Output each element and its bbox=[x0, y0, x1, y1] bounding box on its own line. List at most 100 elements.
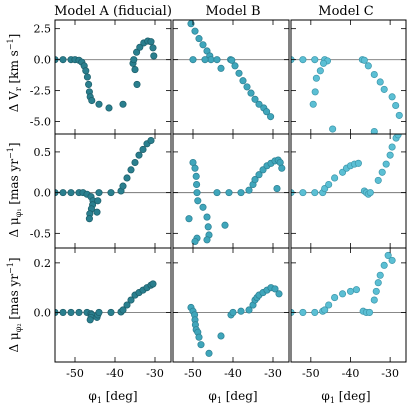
data-point bbox=[93, 208, 101, 216]
y-tick-label: 0.0 bbox=[34, 54, 52, 67]
data-point bbox=[95, 100, 103, 108]
y-tick-label: 0.0 bbox=[34, 187, 52, 200]
x-tick-label: -50 bbox=[66, 367, 84, 380]
data-point bbox=[325, 301, 333, 309]
data-point bbox=[380, 85, 388, 93]
panel-vr-model-c bbox=[290, 19, 407, 135]
data-point bbox=[386, 151, 394, 159]
data-point bbox=[364, 62, 372, 70]
data-point bbox=[195, 35, 203, 43]
data-point bbox=[395, 111, 403, 119]
data-point bbox=[82, 67, 90, 75]
y-tick-label: -5.0 bbox=[30, 116, 51, 129]
data-point bbox=[85, 215, 93, 223]
data-point bbox=[311, 88, 319, 96]
data-point bbox=[338, 290, 347, 298]
data-point bbox=[59, 189, 67, 197]
data-point bbox=[311, 189, 319, 197]
data-point bbox=[131, 158, 139, 167]
data-point bbox=[229, 308, 237, 316]
data-point bbox=[267, 113, 275, 121]
data-point bbox=[374, 176, 382, 184]
data-point bbox=[325, 180, 333, 189]
y-tick-label: 0.0 bbox=[34, 306, 52, 319]
panel-vr-model-a: 2.5 0.0 -2.5 -5.0 bbox=[30, 19, 172, 135]
data-point bbox=[372, 287, 380, 295]
data-point bbox=[388, 93, 396, 101]
data-point bbox=[380, 261, 388, 269]
data-point bbox=[191, 164, 199, 172]
series-points bbox=[291, 251, 396, 316]
xlabel-col-c: φ1 [deg] bbox=[321, 389, 370, 405]
data-point bbox=[193, 189, 201, 197]
y-tick-label: -2.5 bbox=[30, 85, 51, 98]
ylabel-delta-vr: Δ Vr [km s−1] bbox=[6, 34, 23, 113]
panel-frame bbox=[290, 247, 407, 363]
data-point bbox=[370, 296, 378, 304]
panel-frame bbox=[54, 19, 172, 135]
panel-mu-phi2-model-a: -50 -40 -30 0.2 0.0 bbox=[34, 247, 172, 380]
ylabel-delta-mu-phi2: Δ μφ₂ [mas yr−1] bbox=[6, 257, 23, 352]
y-tick-label: 0.5 bbox=[34, 146, 52, 159]
data-point bbox=[127, 296, 135, 304]
column-title-model-c: Model C bbox=[318, 4, 373, 19]
data-point bbox=[225, 189, 233, 197]
data-point bbox=[203, 236, 211, 244]
data-point bbox=[123, 301, 131, 309]
data-point bbox=[360, 56, 368, 64]
data-point bbox=[95, 189, 103, 197]
column-title-model-a: Model A (fiducial) bbox=[54, 4, 172, 19]
data-point bbox=[228, 56, 236, 64]
data-point bbox=[255, 100, 263, 108]
data-point bbox=[231, 62, 239, 70]
data-point bbox=[197, 341, 205, 349]
data-point bbox=[273, 185, 281, 193]
data-point bbox=[366, 189, 374, 197]
data-point bbox=[299, 189, 307, 197]
panel-frame bbox=[290, 133, 407, 249]
data-point bbox=[147, 136, 155, 145]
data-point bbox=[392, 101, 400, 110]
data-point bbox=[239, 77, 247, 85]
data-point bbox=[150, 52, 158, 60]
data-point bbox=[119, 182, 127, 190]
x-tick-label: -40 bbox=[342, 367, 360, 380]
data-point bbox=[331, 174, 339, 182]
data-point bbox=[204, 223, 212, 231]
data-point bbox=[123, 174, 131, 182]
data-point bbox=[193, 180, 201, 189]
data-point bbox=[133, 48, 141, 56]
data-point bbox=[243, 83, 251, 91]
x-tick-label: -30 bbox=[381, 367, 399, 380]
data-point bbox=[107, 308, 115, 316]
data-point bbox=[255, 171, 263, 179]
series-points bbox=[187, 20, 275, 121]
data-point bbox=[354, 159, 362, 167]
data-point bbox=[191, 27, 199, 35]
panel-mu-phi1-model-c bbox=[290, 133, 407, 249]
data-point bbox=[105, 104, 113, 112]
data-point bbox=[88, 96, 96, 105]
x-tick-label: -40 bbox=[106, 367, 124, 380]
data-point bbox=[59, 56, 67, 64]
data-point bbox=[203, 213, 211, 221]
data-point bbox=[237, 307, 245, 315]
data-point bbox=[378, 168, 386, 176]
data-point bbox=[199, 203, 207, 211]
data-point bbox=[192, 172, 200, 180]
data-point bbox=[299, 308, 307, 316]
data-point bbox=[86, 316, 94, 324]
data-point bbox=[213, 189, 221, 197]
data-point bbox=[217, 64, 225, 72]
data-point bbox=[67, 308, 75, 316]
data-point bbox=[136, 43, 144, 51]
data-point bbox=[149, 44, 157, 52]
data-point bbox=[374, 279, 382, 287]
data-point bbox=[311, 56, 319, 64]
data-point bbox=[245, 186, 253, 194]
data-point bbox=[370, 127, 378, 134]
panel-frame bbox=[290, 19, 407, 135]
data-point bbox=[331, 294, 339, 302]
data-point bbox=[119, 306, 127, 314]
data-point bbox=[135, 151, 143, 159]
